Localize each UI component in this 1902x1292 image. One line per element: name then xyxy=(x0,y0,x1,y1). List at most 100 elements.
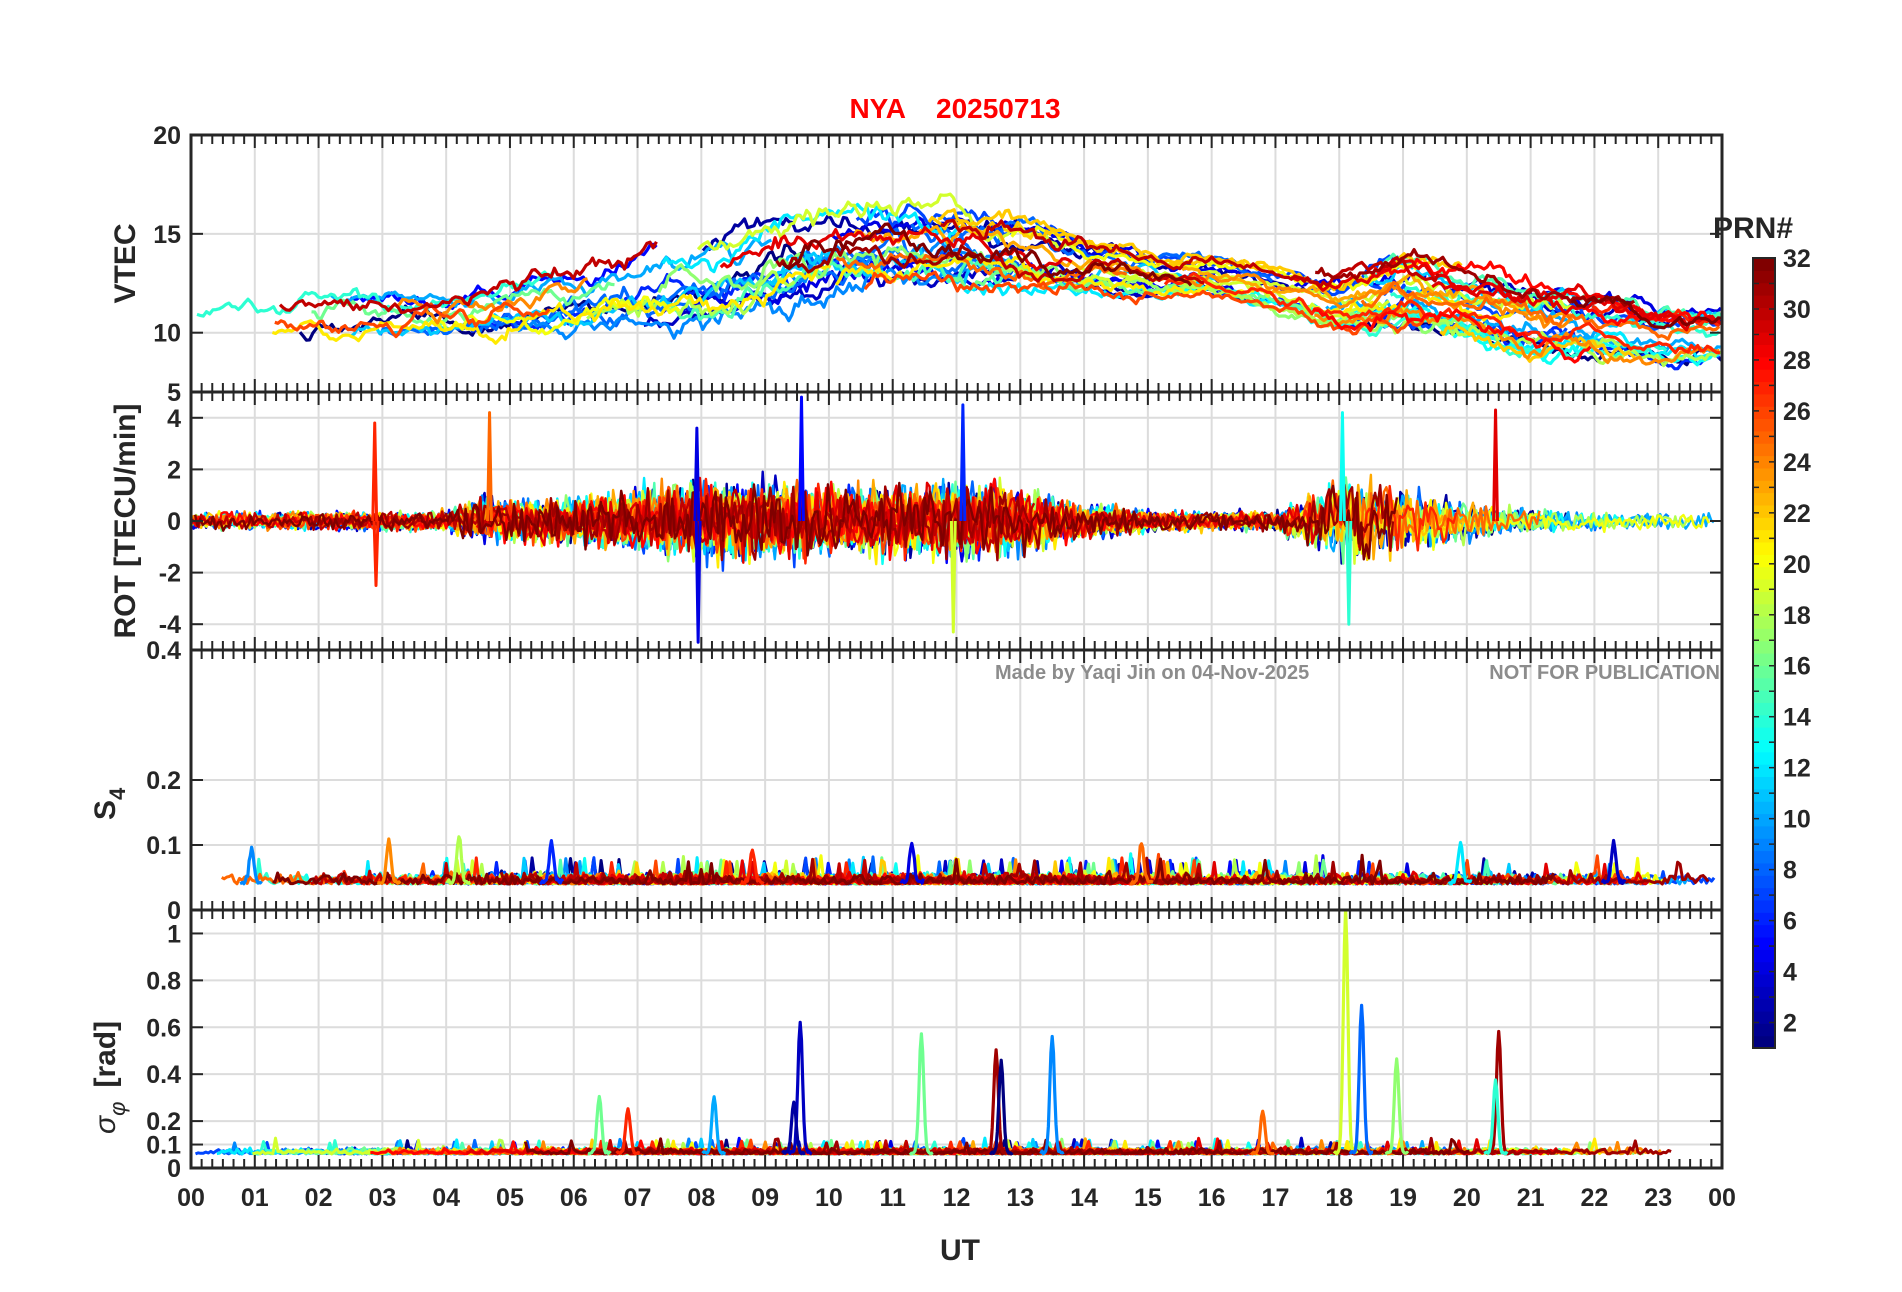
y-tick-label: -4 xyxy=(159,611,181,639)
prn-series xyxy=(983,1048,1009,1156)
colorbar-segment xyxy=(1753,258,1775,271)
watermark-notice: NOT FOR PUBLICATION xyxy=(1489,662,1720,684)
prn-series xyxy=(899,841,925,885)
colorbar-segment xyxy=(1753,653,1775,666)
colorbar-segment xyxy=(1753,393,1775,407)
colorbar-segment xyxy=(1753,282,1775,296)
colorbar-segment xyxy=(1753,418,1775,432)
colorbar-tick-label: 16 xyxy=(1783,653,1811,681)
prn-series xyxy=(523,1137,1470,1156)
prn-series xyxy=(395,277,588,325)
colorbar-segment xyxy=(1753,480,1775,494)
rot-panel: -4 -2 0 2 45 ROT [TECU/min] xyxy=(109,379,1724,652)
colorbar-segment xyxy=(1753,862,1775,876)
y-axis-label-sigma: σφ[rad] xyxy=(89,1021,130,1134)
colorbar-segment xyxy=(1753,640,1775,654)
watermark-author: Made by Yaqi Jin on 04-Nov-2025 xyxy=(995,662,1309,684)
y-tick-label: 0.1 xyxy=(146,832,181,860)
rot-spike xyxy=(1345,520,1353,626)
x-tick-label: 16 xyxy=(1198,1184,1226,1212)
prn-series xyxy=(740,848,765,886)
x-tick-label: 18 xyxy=(1325,1184,1353,1212)
rot-spike xyxy=(1339,411,1346,522)
colorbar-segment xyxy=(1753,788,1775,802)
colorbar-segment xyxy=(1753,344,1775,358)
x-tick-label: 01 xyxy=(241,1184,269,1212)
colorbar-segment xyxy=(1753,850,1775,864)
y-tick-label: 0 xyxy=(167,897,181,925)
colorbar-tick-label: 10 xyxy=(1783,806,1811,834)
colorbar-segment xyxy=(1753,517,1775,531)
y-tick-label: 1 xyxy=(167,920,181,948)
y-tick-label: 0.2 xyxy=(146,767,181,795)
colorbar-segment xyxy=(1753,813,1775,827)
colorbar-segment xyxy=(1753,998,1775,1012)
x-tick-label: 04 xyxy=(432,1184,460,1212)
colorbar-segment xyxy=(1753,776,1775,790)
prn-series xyxy=(587,1094,612,1156)
prn-series xyxy=(1384,1057,1410,1156)
prn-series xyxy=(701,1095,726,1156)
colorbar-segment xyxy=(1753,961,1775,975)
colorbar-segment xyxy=(1753,690,1775,703)
colorbar-tick-label: 14 xyxy=(1783,704,1811,732)
title-date: 20250713 xyxy=(936,93,1061,124)
colorbar-tick-label: 30 xyxy=(1783,296,1811,324)
colorbar-segment xyxy=(1753,801,1775,815)
colorbar-segment xyxy=(1753,566,1775,580)
x-tick-label: 19 xyxy=(1389,1184,1417,1212)
x-tick-label: 17 xyxy=(1262,1184,1290,1212)
prn-series xyxy=(787,1020,813,1156)
y-tick-label: 0.8 xyxy=(146,967,181,995)
colorbar-segment xyxy=(1753,714,1775,728)
prn-series xyxy=(278,240,658,314)
colorbar-tick-label: 6 xyxy=(1783,908,1797,936)
colorbar-segment xyxy=(1753,369,1775,383)
series-group xyxy=(196,192,1722,371)
prn-series xyxy=(908,1032,934,1156)
x-tick-label: 10 xyxy=(815,1184,843,1212)
rot-spike xyxy=(798,395,805,522)
colorbar-segment xyxy=(1753,751,1775,765)
prn-series xyxy=(615,1107,641,1156)
colorbar-segment xyxy=(1753,1023,1775,1037)
x-tick-label: 08 xyxy=(687,1184,715,1212)
colorbar-tick-label: 8 xyxy=(1783,857,1797,885)
series-group xyxy=(191,395,1715,644)
colorbar-segment xyxy=(1753,381,1775,395)
y-tick-label: 4 xyxy=(167,405,181,433)
prn-series xyxy=(196,270,556,318)
colorbar-segment xyxy=(1753,924,1775,938)
vtec-panel: 10 15 20 VTEC xyxy=(109,122,1724,394)
y-tick-label: 0 xyxy=(167,1155,181,1183)
colorbar-tick-label: 24 xyxy=(1783,449,1811,477)
rot-spike xyxy=(949,520,957,634)
prn-series xyxy=(1290,259,1722,332)
colorbar-segment xyxy=(1753,615,1775,629)
x-tick-label: 14 xyxy=(1070,1184,1098,1212)
y-axis-label-s4: S4 xyxy=(89,787,130,820)
colorbar-segment xyxy=(1753,603,1775,617)
prn-series xyxy=(271,264,832,345)
colorbar-segment xyxy=(1753,455,1775,469)
colorbar-segment xyxy=(1753,406,1775,420)
colorbar-tick-label: 12 xyxy=(1783,755,1811,783)
prn-series xyxy=(1315,248,1636,307)
prn-series xyxy=(775,244,986,274)
colorbar-tick-label: 28 xyxy=(1783,347,1811,375)
x-tick-label: 11 xyxy=(879,1184,906,1212)
colorbar-segment xyxy=(1753,887,1775,901)
y-tick-label: 0.1 xyxy=(146,1132,181,1160)
prn-series xyxy=(1483,1078,1509,1156)
s4-panel: 0 0.1 0.2 0.4 S4 xyxy=(89,637,1724,925)
colorbar-segment xyxy=(1753,899,1775,913)
colorbar-segment xyxy=(1753,541,1775,555)
colorbar-tick-label: 32 xyxy=(1783,245,1811,273)
colorbar-segment xyxy=(1753,356,1775,370)
colorbar-segment xyxy=(1753,591,1775,605)
x-tick-label: 02 xyxy=(305,1184,333,1212)
colorbar-segment xyxy=(1753,492,1775,506)
colorbar-segment xyxy=(1753,1010,1775,1024)
y-tick-label: 10 xyxy=(153,320,181,348)
